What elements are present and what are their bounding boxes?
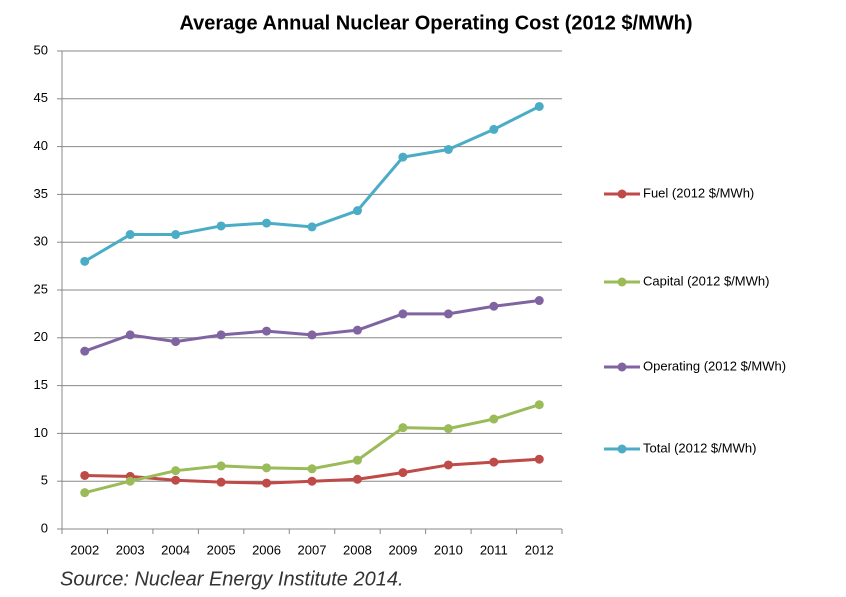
y-tick-label: 25: [34, 281, 48, 296]
legend-label: Total (2012 $/MWh): [643, 440, 756, 455]
y-tick-label: 15: [34, 377, 48, 392]
data-point: [125, 330, 135, 340]
data-point: [352, 455, 362, 465]
series-line: [84, 299, 540, 353]
data-point: [398, 152, 408, 162]
data-point: [443, 144, 453, 154]
data-point: [352, 474, 362, 484]
x-tick-label: 2005: [207, 542, 236, 557]
x-tick-label: 2004: [161, 542, 190, 557]
x-tick-label: 2006: [252, 542, 281, 557]
data-point: [534, 400, 544, 410]
source-note: Source: Nuclear Energy Institute 2014.: [60, 568, 404, 590]
legend-marker: [617, 277, 627, 287]
data-point: [125, 230, 135, 240]
data-point: [171, 337, 181, 347]
y-tick-label: 20: [34, 329, 48, 344]
data-point: [443, 460, 453, 470]
x-tick-label: 2010: [434, 542, 463, 557]
x-tick-label: 2009: [388, 542, 417, 557]
legend-label: Operating (2012 $/MWh): [643, 358, 786, 373]
data-point: [489, 457, 499, 467]
y-tick-label: 35: [34, 186, 48, 201]
data-point: [489, 124, 499, 134]
data-point: [216, 221, 226, 231]
legend-marker: [617, 189, 627, 199]
data-point: [216, 461, 226, 471]
x-tick-label: 2007: [298, 542, 327, 557]
data-point: [398, 309, 408, 319]
data-point: [534, 296, 544, 306]
data-point: [262, 463, 272, 473]
data-point: [171, 230, 181, 240]
data-point: [307, 476, 317, 486]
data-point: [171, 475, 181, 485]
data-point: [352, 325, 362, 335]
legend-marker: [617, 444, 627, 454]
data-point: [307, 330, 317, 340]
y-tick-label: 5: [41, 473, 48, 488]
y-tick-label: 45: [34, 90, 48, 105]
data-point: [352, 206, 362, 216]
y-tick-label: 30: [34, 234, 48, 249]
y-tick-label: 0: [41, 520, 48, 535]
data-point: [307, 464, 317, 474]
data-point: [262, 326, 272, 336]
series-line: [83, 105, 540, 263]
data-point: [489, 301, 499, 311]
legend-label: Fuel (2012 $/MWh): [643, 185, 754, 200]
data-point: [398, 468, 408, 478]
legend-label: Capital (2012 $/MWh): [643, 273, 769, 288]
x-tick-label: 2011: [480, 542, 508, 557]
data-point: [171, 466, 181, 476]
data-point: [80, 256, 90, 266]
x-tick-label: 2003: [116, 542, 145, 557]
y-tick-label: 10: [34, 425, 48, 440]
chart-title: Average Annual Nuclear Operating Cost (2…: [179, 12, 692, 34]
legend-marker: [617, 362, 627, 372]
data-point: [489, 414, 499, 424]
data-point: [398, 423, 408, 433]
data-point: [262, 218, 272, 228]
data-point: [534, 454, 544, 464]
y-tick-label: 40: [34, 138, 48, 153]
data-point: [80, 488, 90, 498]
data-point: [80, 470, 90, 480]
data-point: [443, 309, 453, 319]
data-point: [307, 222, 317, 232]
data-point: [216, 477, 226, 487]
x-tick-label: 2012: [525, 542, 554, 557]
data-point: [80, 346, 90, 356]
x-tick-label: 2002: [70, 542, 99, 557]
y-tick-label: 50: [34, 42, 48, 57]
x-tick-label: 2008: [343, 542, 372, 557]
data-point: [125, 476, 135, 486]
data-point: [443, 424, 453, 434]
data-point: [262, 478, 272, 488]
data-point: [534, 101, 544, 111]
data-point: [216, 330, 226, 340]
